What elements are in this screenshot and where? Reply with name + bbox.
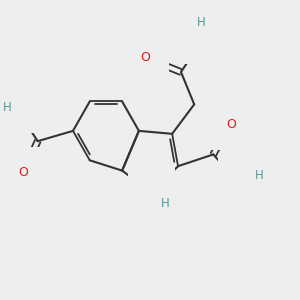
Text: O: O [19,166,28,179]
Text: H: H [160,197,169,210]
Text: O: O [17,101,27,114]
Text: H: H [3,101,12,114]
Text: O: O [196,33,206,46]
Text: O: O [236,172,246,184]
Text: H: H [196,16,206,29]
Text: O: O [141,51,151,64]
Text: N: N [147,186,156,199]
Text: O: O [227,118,236,131]
Text: H: H [255,169,263,182]
